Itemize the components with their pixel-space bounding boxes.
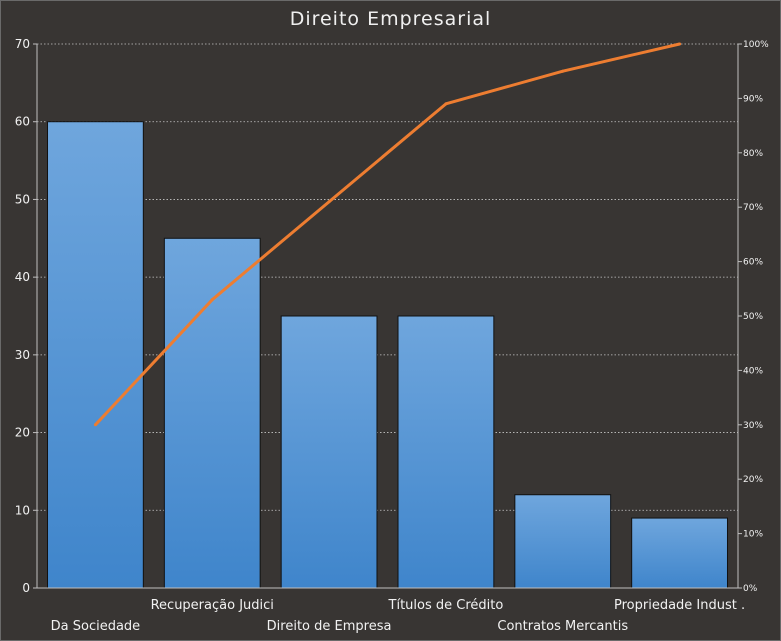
- y2-tick-label-3: 30%: [743, 421, 763, 431]
- category-label-1: Recuperação Judici: [151, 598, 274, 613]
- bar-2: [280, 315, 378, 589]
- bars: [47, 121, 728, 589]
- cumulative-point-3: [444, 102, 448, 106]
- y-tick-label-2: 20: [15, 426, 30, 440]
- chart-title: Direito Empresarial: [289, 8, 492, 30]
- cumulative-line: [93, 42, 682, 427]
- y2-tick-label-2: 20%: [743, 475, 763, 485]
- bar-3: [397, 315, 495, 589]
- cumulative-point-5: [678, 42, 682, 46]
- bar-5: [631, 517, 728, 589]
- cumulative-point-1: [210, 298, 214, 302]
- y2-tick-label-4: 40%: [743, 366, 763, 376]
- y2-tick-label-5: 50%: [743, 312, 763, 322]
- category-label-4: Contratos Mercantis: [497, 619, 628, 634]
- category-label-5: Propriedade Indust .: [614, 598, 745, 613]
- labels: 0 10 20 30 40 50 60 70 0% 10% 20% 30% 40% 50% 60% 70% 80…: [15, 37, 769, 634]
- y2-tick-label-1: 10%: [743, 530, 763, 540]
- category-label-3: Títulos de Crédito: [388, 598, 504, 613]
- bar-1: [163, 237, 261, 589]
- y-tick-label-1: 10: [15, 503, 30, 517]
- bar-4: [514, 494, 612, 589]
- y-tick-label-5: 50: [15, 192, 30, 206]
- y-tick-label-3: 30: [15, 348, 30, 362]
- y2-tick-label-7: 70%: [743, 203, 763, 213]
- cumulative-polyline: [94, 42, 680, 426]
- y-tick-label-4: 40: [15, 270, 30, 284]
- category-label-2: Direito de Empresa: [267, 619, 392, 634]
- cumulative-point-4: [561, 69, 565, 73]
- y-tick-label-0: 0: [22, 581, 30, 595]
- y2-tick-label-9: 90%: [743, 94, 763, 104]
- cumulative-point-2: [327, 200, 331, 204]
- cumulative-point-0: [93, 423, 97, 427]
- axes: [33, 43, 742, 589]
- y-tick-label-7: 70: [15, 37, 30, 51]
- category-label-0: Da Sociedade: [51, 619, 141, 634]
- y2-tick-label-6: 60%: [743, 258, 763, 268]
- y-tick-label-6: 60: [15, 115, 30, 129]
- bar-0: [47, 121, 144, 589]
- gridlines: [37, 43, 738, 511]
- y2-tick-label-8: 80%: [743, 149, 763, 159]
- y2-tick-label-0: 0%: [743, 584, 758, 594]
- y2-tick-label-10: 100%: [743, 40, 769, 50]
